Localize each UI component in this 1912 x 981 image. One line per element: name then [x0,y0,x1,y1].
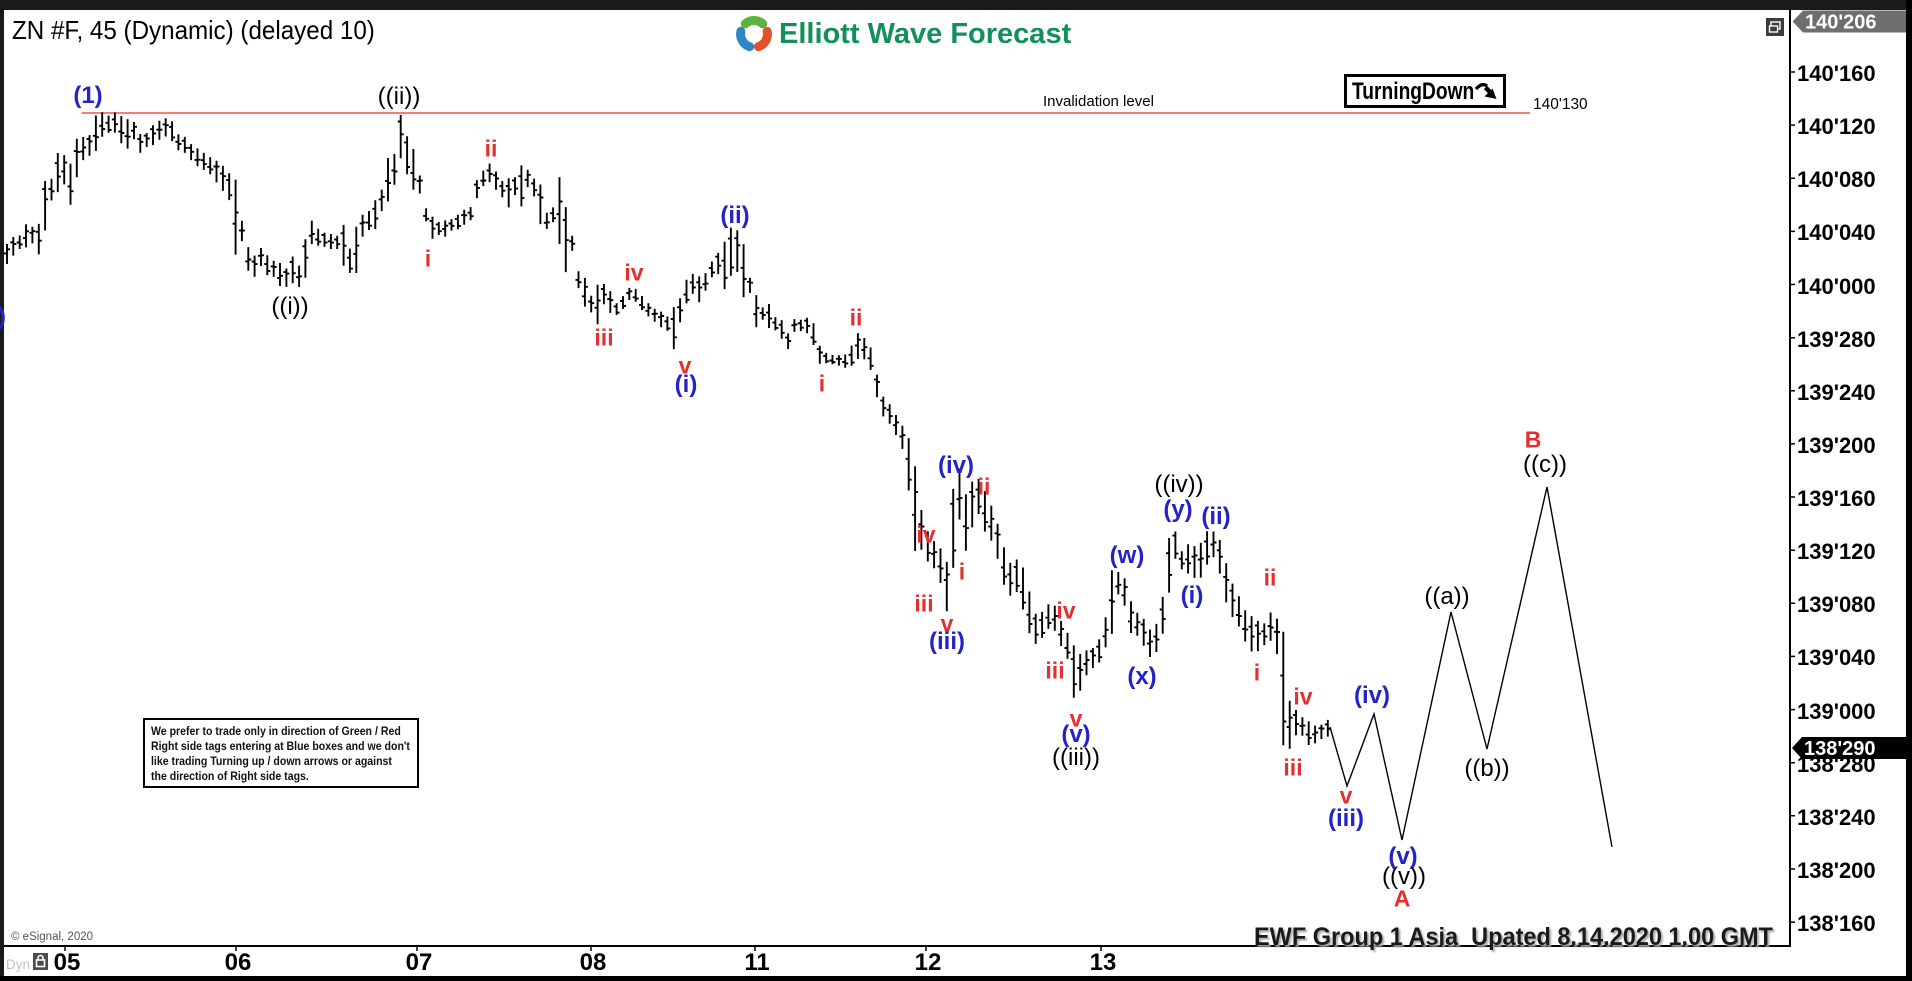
svg-text:138'290: 138'290 [1804,738,1876,760]
svg-text:140'206: 140'206 [1805,12,1877,34]
